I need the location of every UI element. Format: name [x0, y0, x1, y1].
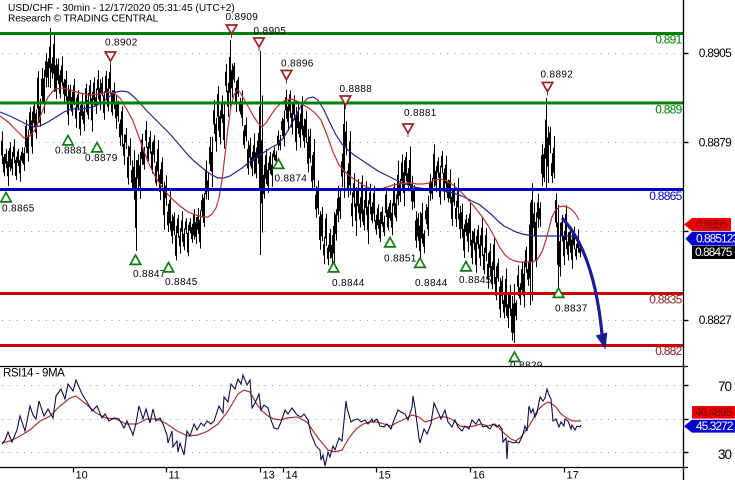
svg-text:0.8902: 0.8902: [105, 38, 138, 49]
svg-text:0.8909: 0.8909: [226, 12, 259, 23]
svg-text:0.8855: 0.8855: [696, 217, 728, 231]
svg-text:0.8837: 0.8837: [555, 304, 588, 315]
svg-text:0.8879: 0.8879: [699, 136, 732, 150]
svg-text:0.8851: 0.8851: [384, 254, 417, 265]
svg-text:0.8888: 0.8888: [340, 84, 373, 95]
svg-text:0.8845: 0.8845: [459, 275, 492, 286]
svg-text:17: 17: [567, 470, 579, 480]
svg-text:11: 11: [169, 470, 180, 480]
svg-text:14: 14: [286, 470, 298, 480]
svg-text:0.8874: 0.8874: [275, 174, 308, 185]
svg-text:0.8845: 0.8845: [165, 277, 198, 288]
svg-text:0.8847: 0.8847: [133, 269, 166, 280]
svg-text:15: 15: [379, 470, 391, 480]
svg-text:30: 30: [718, 447, 732, 462]
svg-text:0.8879: 0.8879: [85, 153, 118, 164]
svg-text:45.3272: 45.3272: [696, 419, 734, 433]
svg-text:13: 13: [263, 470, 275, 480]
svg-text:0.8844: 0.8844: [332, 278, 365, 289]
svg-text:0.8892: 0.8892: [541, 70, 574, 81]
svg-text:0.882: 0.882: [655, 344, 682, 358]
svg-text:16: 16: [473, 470, 485, 480]
svg-text:0.885123: 0.885123: [696, 231, 735, 245]
svg-text:0.8865: 0.8865: [2, 204, 35, 215]
svg-text:USD/CHF - 30min - 12/17/2020 0: USD/CHF - 30min - 12/17/2020 05:31:45 (U…: [8, 3, 235, 14]
svg-text:0.8896: 0.8896: [281, 58, 314, 69]
svg-text:RSI14 - 9MA: RSI14 - 9MA: [3, 368, 65, 380]
svg-text:10: 10: [76, 470, 88, 480]
svg-text:0.889: 0.889: [655, 103, 682, 117]
svg-text:0.8865: 0.8865: [649, 189, 682, 203]
svg-text:70: 70: [718, 379, 732, 394]
svg-text:Research © TRADING CENTRAL: Research © TRADING CENTRAL: [8, 14, 159, 25]
svg-text:0.8844: 0.8844: [415, 278, 448, 289]
svg-text:0.88475: 0.88475: [695, 245, 733, 259]
svg-text:0.8881: 0.8881: [55, 146, 88, 157]
svg-text:0.891: 0.891: [655, 32, 682, 46]
svg-text:0.8835: 0.8835: [649, 293, 682, 307]
svg-text:0.8905: 0.8905: [254, 26, 287, 37]
svg-text:0.8881: 0.8881: [404, 108, 437, 119]
svg-text:0.8905: 0.8905: [699, 46, 732, 60]
svg-text:0.8827: 0.8827: [699, 313, 732, 327]
svg-text:46.4895: 46.4895: [695, 405, 733, 419]
